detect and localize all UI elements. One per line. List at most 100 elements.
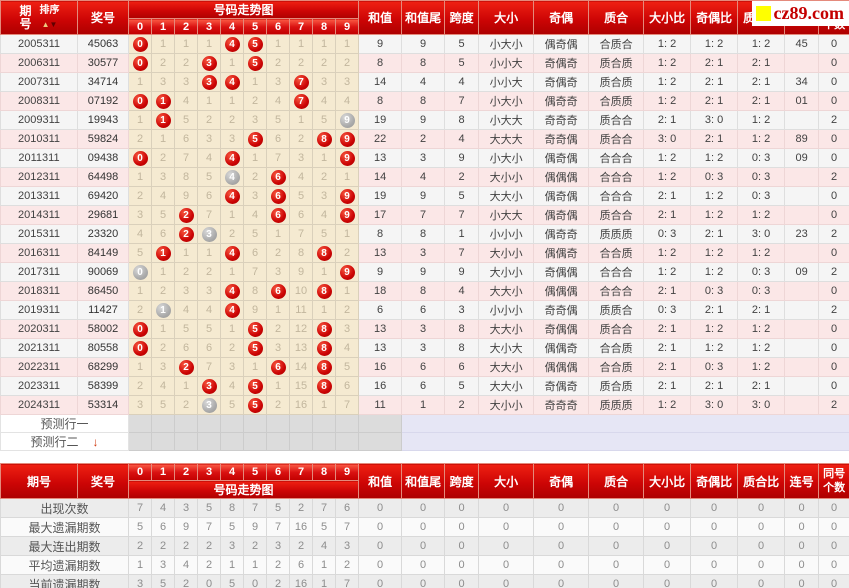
size-cell: 小小大 <box>478 53 535 73</box>
size-cell: 大大小 <box>478 357 535 377</box>
trend-cell: 1 <box>151 262 175 282</box>
parity-cell: 奇奇奇 <box>533 110 590 130</box>
same-count-cell: 0 <box>818 186 849 206</box>
sum-tail-cell: 3 <box>401 338 446 358</box>
prediction-label-cell[interactable]: 预测行一 <box>0 414 129 433</box>
parity-cell: 偶偶奇 <box>533 243 590 263</box>
trend-cell: 9 <box>334 205 360 225</box>
trend-cell: 1 <box>266 376 290 396</box>
sum-cell: 22 <box>358 129 403 149</box>
size-ratio-cell: 0: 3 <box>643 224 692 244</box>
bottom-column-header-consecutive: 连号 <box>784 463 820 499</box>
digit-column-header: 9 <box>334 18 360 35</box>
trend-cell: 8 <box>312 357 336 377</box>
period-cell: 2017311 <box>0 262 78 282</box>
bottom-column-header-period: 期号 <box>0 463 78 499</box>
stat-right-cell: 0 <box>444 536 480 556</box>
trend-cell: 4 <box>151 376 175 396</box>
trend-row: 2020311 58002 0 1 5 5 1 5 2 12 8 3 13 3 8 大大小 奇偶偶 质合合 2: 1… <box>0 319 849 339</box>
size-cell: 大大小 <box>478 376 535 396</box>
digit-column-header: 7 <box>289 18 313 35</box>
red-ball: 0 <box>132 340 148 356</box>
parity-cell: 偶偶偶 <box>533 281 590 301</box>
sum-cell: 11 <box>358 395 403 415</box>
stat-label-cell: 出现次数 <box>0 498 129 518</box>
trend-cell: 7 <box>289 72 313 92</box>
prediction-empty-cell <box>358 414 403 433</box>
sum-tail-cell: 9 <box>401 110 446 130</box>
stat-trend-cell: 5 <box>312 517 336 537</box>
prediction-row: 预测行一 <box>0 414 849 433</box>
trend-cell: 2 <box>151 338 175 358</box>
parity-cell: 偶奇偶 <box>533 186 590 206</box>
watermark-logo[interactable]: cz89.com <box>751 1 849 26</box>
stat-trend-cell: 3 <box>128 574 152 588</box>
trend-cell: 6 <box>266 205 290 225</box>
size-ratio-cell: 1: 2 <box>643 395 692 415</box>
trend-cell: 4 <box>174 91 198 111</box>
column-header-sum: 和值 <box>358 0 403 35</box>
prediction-empty-right <box>401 414 849 433</box>
prediction-label: 预测行二 <box>30 435 79 449</box>
trend-cell: 13 <box>289 338 313 358</box>
trend-cell: 1 <box>243 357 267 377</box>
same-count-cell: 0 <box>818 281 849 301</box>
span-cell: 2 <box>444 167 480 187</box>
sum-cell: 17 <box>358 205 403 225</box>
sort-control[interactable]: 排序 ▲▼ <box>40 5 60 30</box>
same-count-line2: 个数 <box>823 482 846 494</box>
red-ball: 6 <box>270 188 286 204</box>
stat-right-cell: 0 <box>358 555 403 575</box>
prime-ratio-cell: 0: 3 <box>737 262 786 282</box>
size-cell: 大大大 <box>478 129 535 149</box>
sum-tail-cell: 8 <box>401 91 446 111</box>
period-cell: 2008311 <box>0 91 78 111</box>
same-count-line1: 同号 <box>823 468 846 480</box>
prize-cell: 68299 <box>77 357 129 377</box>
stat-trend-cell: 2 <box>197 555 221 575</box>
trend-cell: 1 <box>174 243 198 263</box>
sum-tail-cell: 6 <box>401 357 446 377</box>
red-ball: 5 <box>247 131 263 147</box>
trend-cell: 0 <box>128 148 152 168</box>
column-header-parity_ratio: 奇偶比 <box>690 0 739 35</box>
trend-cell: 2 <box>220 338 244 358</box>
sort-up-icon[interactable]: ▲ <box>41 20 50 29</box>
watermark-yellow-square-icon <box>755 6 771 21</box>
sum-cell: 16 <box>358 376 403 396</box>
stat-trend-cell: 5 <box>151 574 175 588</box>
trend-cell: 4 <box>151 186 175 206</box>
stat-trend-cell: 1 <box>312 574 336 588</box>
red-ball: 0 <box>132 93 148 109</box>
consecutive-cell <box>784 167 820 187</box>
sort-down-icon[interactable]: ▼ <box>49 20 58 29</box>
gray-ball: 3 <box>201 397 217 413</box>
stat-row: 当前遗漏期数 3 5 2 0 5 0 2 16 1 7 0 0 0 0 0 0 0 0 0 0 0 <box>0 574 849 588</box>
trend-cell: 10 <box>289 281 313 301</box>
prediction-empty-cell <box>289 414 313 433</box>
consecutive-cell <box>784 186 820 206</box>
size-cell: 大大小 <box>478 281 535 301</box>
stat-right-cell: 0 <box>690 574 739 588</box>
trend-cell: 8 <box>174 167 198 187</box>
consecutive-cell: 09 <box>784 262 820 282</box>
size-ratio-cell: 1: 2 <box>643 91 692 111</box>
trend-cell: 2 <box>243 167 267 187</box>
trend-cell: 1 <box>220 91 244 111</box>
span-cell: 9 <box>444 148 480 168</box>
stat-right-cell: 0 <box>737 574 786 588</box>
prediction-label-cell[interactable]: 预测行二 ↓ <box>0 432 129 451</box>
red-ball: 7 <box>293 74 309 90</box>
trend-cell: 6 <box>334 376 360 396</box>
trend-cell: 2 <box>334 53 360 73</box>
red-ball: 2 <box>178 226 194 242</box>
trend-cell: 6 <box>266 129 290 149</box>
gray-ball: 9 <box>339 112 355 128</box>
stat-trend-cell: 2 <box>151 536 175 556</box>
trend-cell: 2 <box>220 224 244 244</box>
size-ratio-cell: 3: 0 <box>643 129 692 149</box>
digit-column-header: 3 <box>197 18 221 35</box>
parity-ratio-cell: 2: 1 <box>690 91 739 111</box>
trend-cell: 3 <box>334 72 360 92</box>
stat-trend-cell: 9 <box>174 517 198 537</box>
